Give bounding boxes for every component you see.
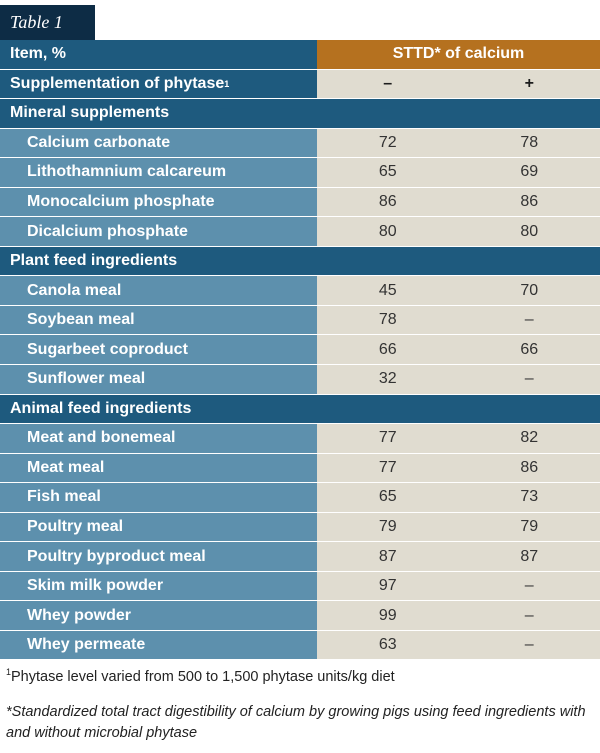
value-without-phytase: 99	[378, 606, 397, 624]
table-row: Lithothamnium calcareum 65 69	[0, 158, 600, 188]
value-with-phytase: 70	[520, 281, 539, 299]
value-with-phytase: 87	[520, 547, 539, 565]
value-without-phytase: 72	[378, 133, 397, 151]
ingredient-name: Lithothamnium calcareum	[0, 158, 317, 187]
ingredient-name: Meat meal	[0, 453, 317, 483]
section-title: Animal feed ingredients	[10, 399, 192, 417]
ingredient-name: Poultry byproduct meal	[0, 542, 317, 571]
value-without-phytase: 77	[378, 429, 397, 447]
value-with-phytase: 80	[520, 222, 539, 240]
value-with-phytase: 69	[520, 163, 539, 181]
table-row: Skim milk powder 97 –	[0, 571, 600, 602]
section-title: Mineral supplements	[10, 104, 170, 122]
table-row: Meat and bonemeal 77 82	[0, 424, 600, 454]
section-header: Animal feed ingredients	[0, 394, 600, 425]
value-without-phytase: 80	[378, 222, 397, 240]
value-without-phytase: 66	[378, 340, 397, 358]
ingredient-values: 80 80	[317, 217, 600, 246]
ingredient-values: 78 –	[317, 305, 600, 335]
value-without-phytase: 78	[378, 311, 397, 329]
value-without-phytase: 32	[378, 370, 397, 388]
ingredient-name: Skim milk powder	[0, 571, 317, 601]
value-with-phytase: –	[524, 606, 534, 624]
value-with-phytase: 86	[520, 458, 539, 476]
section-header: Plant feed ingredients	[0, 246, 600, 277]
ingredient-values: 63 –	[317, 630, 600, 660]
ingredient-values: 72 78	[317, 128, 600, 158]
calcium-digestibility-table: Item, % STTD* of calcium Supplementation…	[0, 40, 600, 661]
without-phytase-header: –	[383, 74, 393, 92]
ingredient-name: Calcium carbonate	[0, 128, 317, 158]
section-header: Mineral supplements	[0, 99, 600, 129]
section-title: Plant feed ingredients	[10, 252, 178, 270]
table-row: Calcium carbonate 72 78	[0, 128, 600, 159]
ingredient-values: 65 73	[317, 483, 600, 512]
with-phytase-header: +	[524, 74, 534, 92]
value-without-phytase: 65	[378, 488, 397, 506]
table-number-tag: Table 1	[0, 5, 95, 40]
table-row: Whey permeate 63 –	[0, 630, 600, 661]
ingredient-name: Dicalcium phosphate	[0, 217, 317, 246]
table-row: Canola meal 45 70	[0, 276, 600, 306]
table-row: Fish meal 65 73	[0, 483, 600, 513]
value-with-phytase: 86	[520, 193, 539, 210]
value-with-phytase: 66	[520, 340, 539, 358]
ingredient-values: 87 87	[317, 542, 600, 571]
ingredient-values: 77 86	[317, 453, 600, 483]
ingredient-name: Meat and bonemeal	[0, 424, 317, 453]
table-row: Poultry byproduct meal 87 87	[0, 542, 600, 572]
value-with-phytase: –	[524, 577, 534, 595]
ingredient-values: 45 70	[317, 276, 600, 305]
value-without-phytase: 65	[378, 163, 397, 181]
ingredient-name: Canola meal	[0, 276, 317, 305]
value-without-phytase: 87	[378, 547, 397, 565]
value-without-phytase: 77	[378, 458, 397, 476]
ingredient-name: Fish meal	[0, 483, 317, 512]
table-row: Meat meal 77 86	[0, 453, 600, 484]
value-without-phytase: 79	[378, 518, 397, 536]
ingredient-values: 99 –	[317, 601, 600, 630]
table-header-row: Item, % STTD* of calcium	[0, 40, 600, 70]
ingredient-name: Poultry meal	[0, 512, 317, 542]
table-row: Whey powder 99 –	[0, 601, 600, 631]
ingredient-name: Whey permeate	[0, 630, 317, 660]
value-with-phytase: 73	[520, 488, 539, 506]
ingredient-values: 32 –	[317, 365, 600, 394]
value-with-phytase: 79	[520, 518, 539, 536]
value-with-phytase: –	[524, 311, 534, 329]
value-with-phytase: –	[524, 636, 534, 654]
footnote-phytase-level: 1Phytase level varied from 500 to 1,500 …	[6, 667, 395, 685]
ingredient-values: 66 66	[317, 335, 600, 365]
ingredient-values: 97 –	[317, 571, 600, 601]
phytase-supplementation-row: Supplementation of phytase 1 – +	[0, 69, 600, 100]
ingredient-name: Whey powder	[0, 601, 317, 630]
ingredient-values: 77 82	[317, 424, 600, 453]
value-with-phytase: 78	[520, 133, 539, 151]
sttd-column-header: STTD* of calcium	[317, 40, 600, 69]
value-without-phytase: 45	[378, 281, 397, 299]
value-without-phytase: 63	[378, 636, 397, 654]
table-row: Dicalcium phosphate 80 80	[0, 217, 600, 247]
supplementation-values: – +	[317, 69, 600, 99]
table-row: Poultry meal 79 79	[0, 512, 600, 543]
table-row: Monocalcium phosphate 86 86	[0, 187, 600, 218]
table-row: Sugarbeet coproduct 66 66	[0, 335, 600, 366]
table-row: Sunflower meal 32 –	[0, 365, 600, 395]
value-with-phytase: –	[524, 370, 534, 388]
value-without-phytase: 97	[378, 577, 397, 595]
table-row: Soybean meal 78 –	[0, 305, 600, 336]
value-with-phytase: 82	[520, 429, 539, 447]
ingredient-name: Sunflower meal	[0, 365, 317, 394]
ingredient-name: Monocalcium phosphate	[0, 187, 317, 217]
ingredient-values: 79 79	[317, 512, 600, 542]
ingredient-values: 65 69	[317, 158, 600, 187]
ingredient-name: Soybean meal	[0, 305, 317, 335]
value-without-phytase: 86	[378, 193, 397, 210]
footnote-sttd-definition: *Standardized total tract digestibility …	[6, 704, 586, 741]
ingredient-name: Sugarbeet coproduct	[0, 335, 317, 365]
item-column-header: Item, %	[0, 40, 317, 69]
supplementation-label: Supplementation of phytase 1	[0, 69, 317, 99]
ingredient-values: 86 86	[317, 187, 600, 217]
